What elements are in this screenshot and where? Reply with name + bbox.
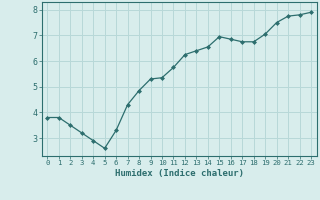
X-axis label: Humidex (Indice chaleur): Humidex (Indice chaleur)	[115, 169, 244, 178]
